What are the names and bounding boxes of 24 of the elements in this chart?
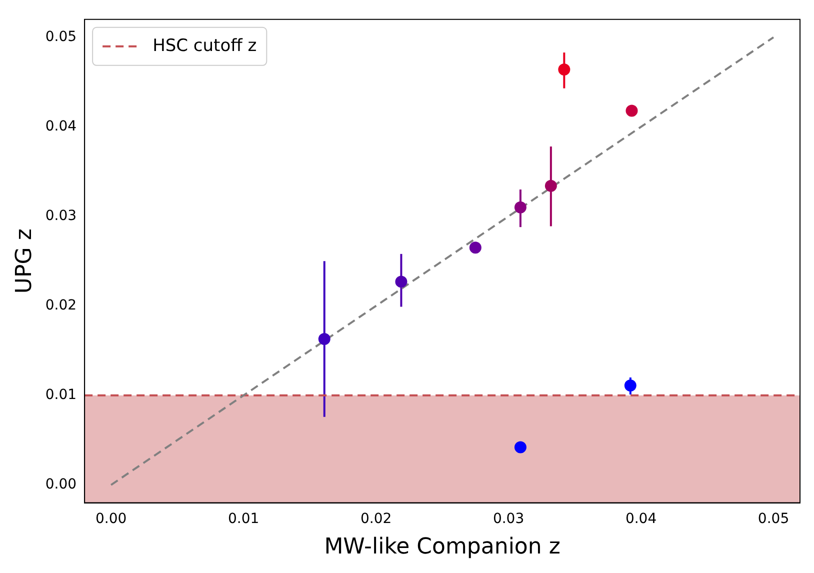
point <box>544 180 557 192</box>
x-tick-label: 0.00 <box>95 510 127 527</box>
point <box>558 64 570 76</box>
y-axis-title: UPG z <box>12 228 37 294</box>
point <box>469 242 482 254</box>
y-tick-label: 0.04 <box>45 118 77 134</box>
y-tick-label: 0.00 <box>45 476 77 493</box>
y-tick-label: 0.05 <box>45 28 77 45</box>
y-tick-label: 0.02 <box>45 298 77 314</box>
x-tick-label: 0.03 <box>492 510 524 527</box>
point <box>514 201 526 214</box>
point <box>318 332 330 345</box>
x-tick-label: 0.02 <box>360 510 392 527</box>
x-tick-label: 0.01 <box>228 510 260 527</box>
x-axis-title: MW-like Companion z <box>324 534 560 560</box>
x-tick-label: 0.04 <box>625 510 657 527</box>
y-tick-label: 0.03 <box>45 208 77 224</box>
point <box>626 104 638 117</box>
point <box>395 276 408 288</box>
y-tick-label: 0.01 <box>45 387 77 404</box>
x-tick-label: 0.05 <box>758 510 790 527</box>
legend-label: HSC cutoff z <box>152 36 257 56</box>
point <box>514 441 526 454</box>
point <box>624 380 636 392</box>
